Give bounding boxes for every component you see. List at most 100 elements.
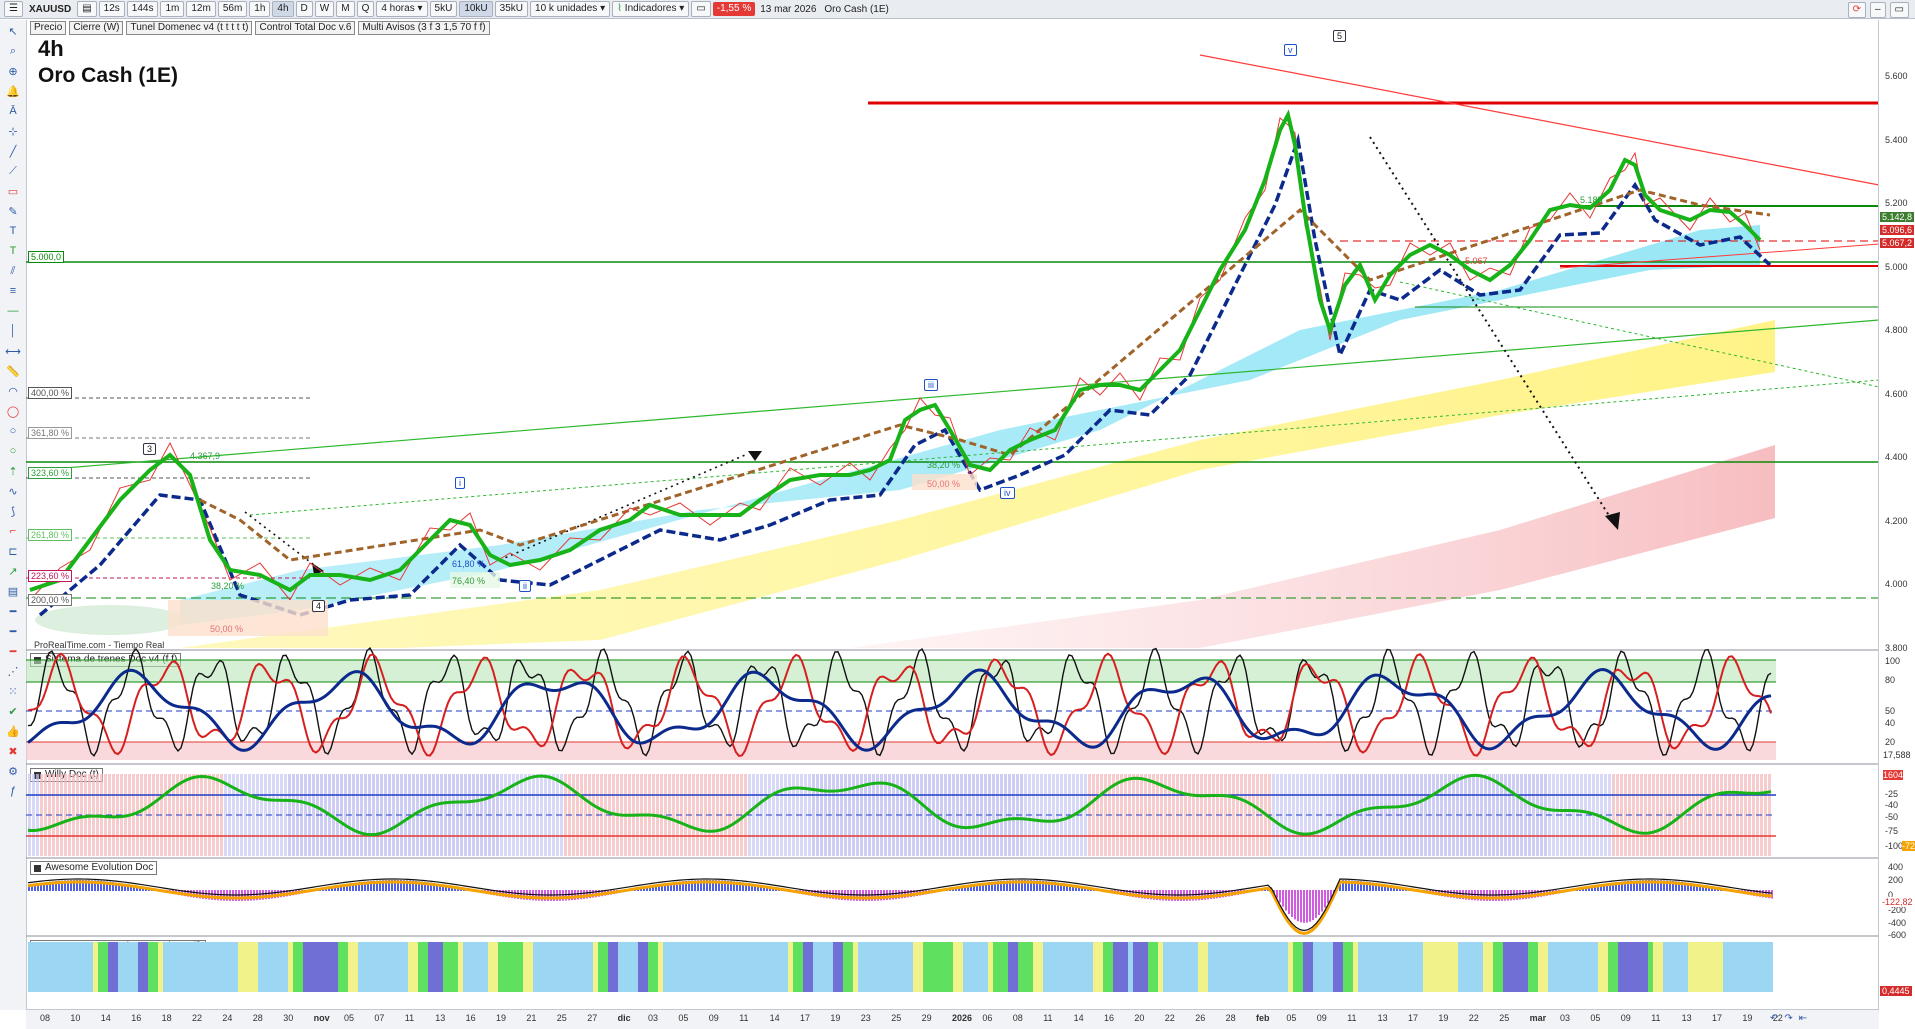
tf-q[interactable]: Q <box>356 1 375 17</box>
delete-icon[interactable]: ✖ <box>8 745 18 758</box>
tf-w[interactable]: W <box>314 1 335 17</box>
tf-m[interactable]: M <box>336 1 355 17</box>
arrow-up-icon[interactable]: ⇡ <box>8 465 18 478</box>
red-line-icon[interactable]: ━ <box>9 645 17 658</box>
awesome-bar <box>193 890 195 898</box>
pane-title-barra[interactable]: Barra Fuerza Fondo Mercado v4 (f) <box>30 940 206 954</box>
wave-icon[interactable]: ∿ <box>8 485 18 498</box>
tf-144s[interactable]: 144s <box>126 1 159 17</box>
force-bar <box>1203 942 1208 992</box>
text-green-icon[interactable]: T <box>9 245 17 257</box>
pane-title-trenes[interactable]: Sistema de trenes Doc v4 (f f) <box>30 653 182 667</box>
bracket-icon[interactable]: ⊏ <box>8 545 18 558</box>
willy-bar <box>1288 774 1291 856</box>
pointer-icon[interactable]: ↖ <box>8 25 18 38</box>
tf-4h[interactable]: 4h <box>272 1 294 17</box>
cross-tool-icon[interactable]: ⊹ <box>8 125 18 138</box>
awesome-bar <box>1666 880 1668 891</box>
date-axis[interactable]: 08 10 14 16 18 22 24 28 30 nov 05 07 11 13 16 19 21 25 27 d… <box>26 1009 1879 1029</box>
legend-multi-avisos[interactable]: Multi Avisos (3 f 3 1,5 70 f f) <box>358 21 490 35</box>
willy-bar <box>952 774 955 856</box>
link-icon[interactable]: ⟳ <box>1847 2 1866 18</box>
tf-d[interactable]: D <box>295 1 313 17</box>
alert-button[interactable]: ▭ <box>691 1 711 17</box>
maximize-icon[interactable]: ▭ <box>1889 2 1909 18</box>
wave2-icon[interactable]: ⟆ <box>10 505 16 518</box>
unit-10ku[interactable]: 10kU <box>459 1 493 17</box>
blue-line2-icon[interactable]: ━ <box>9 625 17 638</box>
wave-label-ii: ii <box>519 580 531 592</box>
zoom-icon[interactable]: ⌕ <box>9 44 17 57</box>
symbol-list-button[interactable]: ▤ <box>77 1 97 17</box>
pane-title-willy[interactable]: Willy Doc (t) <box>30 768 103 782</box>
force-bar <box>1708 942 1713 992</box>
ellipse-icon[interactable]: ◯ <box>6 405 20 418</box>
force-bar <box>1418 942 1423 992</box>
willy-bar <box>432 774 435 856</box>
text-icon[interactable]: T <box>9 225 17 237</box>
text-tool-icon[interactable]: Ā <box>9 105 17 117</box>
trend-icon[interactable]: ↗ <box>8 565 18 578</box>
legend-precio[interactable]: Precio <box>30 21 67 35</box>
settings-icon[interactable]: ⚙ <box>8 765 18 778</box>
force-bar <box>373 942 378 992</box>
willy-bar <box>740 774 743 856</box>
scale-icon[interactable]: ⇤ <box>1798 1013 1808 1024</box>
minimize-icon[interactable]: – <box>1869 2 1886 18</box>
check-icon[interactable]: ✔ <box>8 705 18 718</box>
pane-title-awesome[interactable]: Awesome Evolution Doc <box>30 861 158 875</box>
circle-green-icon[interactable]: ○ <box>9 445 17 457</box>
awesome-bar <box>610 890 612 895</box>
horizontal-line-icon[interactable]: — <box>7 305 19 317</box>
scroll-left-icon[interactable]: ↶ <box>1770 1013 1779 1024</box>
menu-icon[interactable]: ☰ <box>4 1 23 17</box>
unit-5ku[interactable]: 5kU <box>429 1 458 17</box>
tf-12s[interactable]: 12s <box>98 1 125 17</box>
awesome-bar <box>646 886 648 891</box>
unit-35ku[interactable]: 35kU <box>494 1 529 17</box>
pencil-icon[interactable]: ✎ <box>8 205 18 218</box>
measure-icon[interactable]: ⟷ <box>5 345 21 358</box>
awesome-bar <box>1618 881 1620 891</box>
willy-bar <box>1504 774 1507 856</box>
awesome-bar <box>577 890 579 900</box>
indicators-button[interactable]: ⌇ Indicadores ▾ <box>612 1 690 17</box>
period-select[interactable]: 4 horas ▾ <box>376 1 428 17</box>
arc-icon[interactable]: ◠ <box>8 385 18 398</box>
blue-line-icon[interactable]: ━ <box>9 605 17 618</box>
units-select[interactable]: 10 k unidades ▾ <box>530 1 611 17</box>
layers-icon[interactable]: ▤ <box>7 585 19 598</box>
tf-1m[interactable]: 1m <box>160 1 185 17</box>
tf-12m[interactable]: 12m <box>186 1 216 17</box>
pattern-icon[interactable]: ⁙ <box>8 685 18 698</box>
tf-56m[interactable]: 56m <box>217 1 248 17</box>
awesome-bar <box>1240 890 1242 895</box>
legend-tunel[interactable]: Tunel Domenec v4 (t t t t t) <box>126 21 253 35</box>
legend-control-total[interactable]: Control Total Doc v.6 <box>255 21 356 35</box>
awesome-bar <box>1054 882 1056 891</box>
channel-icon[interactable]: ⫽ <box>10 264 16 277</box>
tf-1h[interactable]: 1h <box>249 1 271 17</box>
marker-icon[interactable]: ⌐ <box>9 525 17 537</box>
rectangle-tool-icon[interactable]: ▭ <box>7 185 19 198</box>
legend-cierre[interactable]: Cierre (W) <box>69 21 124 35</box>
fx-icon[interactable]: ƒ <box>9 785 17 797</box>
vertical-line-icon[interactable]: │ <box>9 325 17 337</box>
symbol-field[interactable]: XAUUSD <box>28 3 72 15</box>
alert-bell-icon[interactable]: 🔔 <box>6 85 20 98</box>
awesome-bar <box>1714 887 1716 891</box>
ray-tool-icon[interactable]: ⟋ <box>9 164 17 177</box>
ruler-icon[interactable]: 📏 <box>6 365 20 378</box>
line-tool-icon[interactable]: ╱ <box>9 145 17 158</box>
circle-icon[interactable]: ○ <box>9 425 17 437</box>
zoom-area-icon[interactable]: ⊕ <box>8 65 18 78</box>
thumbs-up-icon[interactable]: 👍 <box>6 725 20 738</box>
fibonacci-icon[interactable]: ≡ <box>9 285 17 297</box>
gann-icon[interactable]: ⋰ <box>7 665 19 678</box>
scroll-right-icon[interactable]: ↷ <box>1784 1013 1793 1024</box>
